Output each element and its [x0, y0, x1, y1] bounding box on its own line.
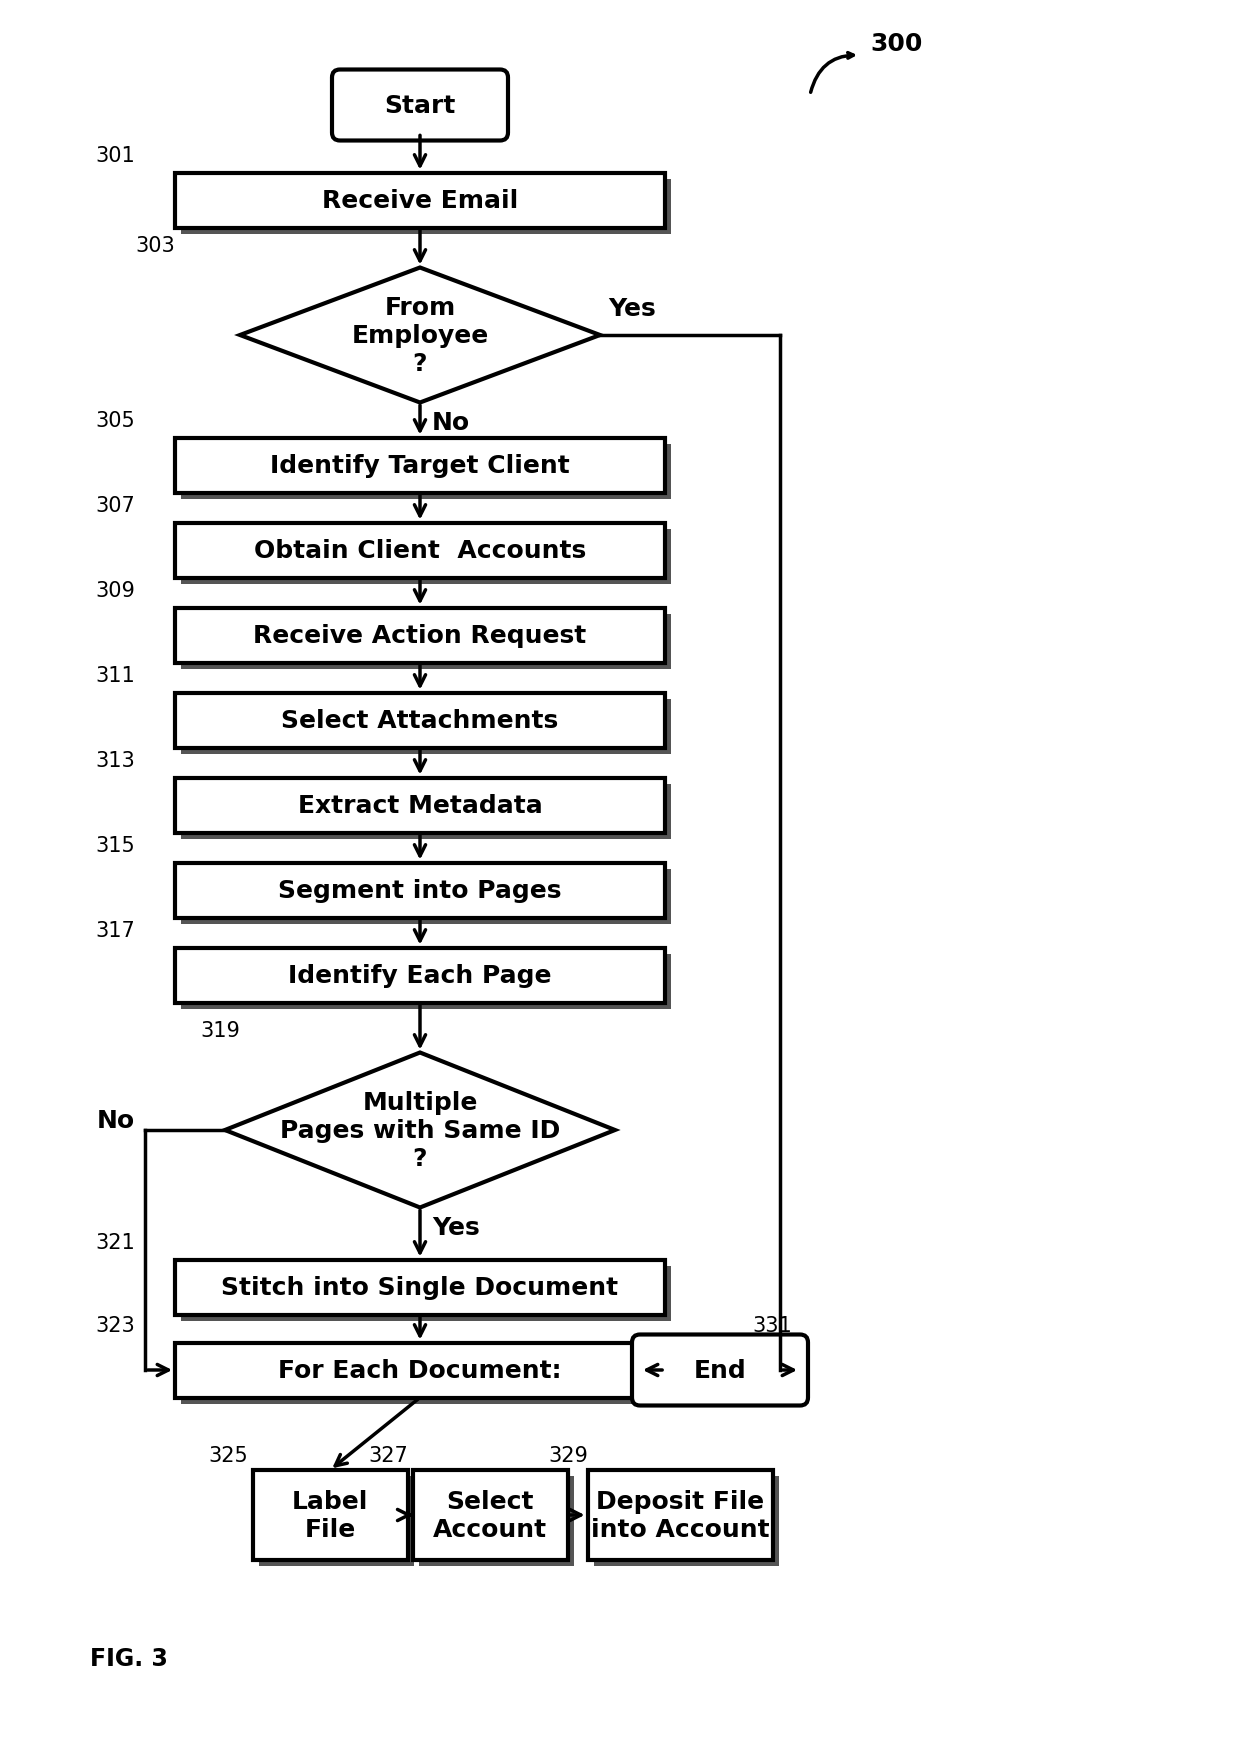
FancyBboxPatch shape — [181, 530, 671, 584]
Text: Receive Email: Receive Email — [322, 190, 518, 212]
FancyBboxPatch shape — [588, 1471, 773, 1560]
FancyBboxPatch shape — [181, 698, 671, 755]
Text: 313: 313 — [95, 751, 135, 770]
Text: 327: 327 — [368, 1444, 408, 1465]
FancyBboxPatch shape — [181, 444, 671, 498]
FancyBboxPatch shape — [181, 1350, 671, 1404]
Text: 323: 323 — [95, 1314, 135, 1336]
FancyBboxPatch shape — [413, 1471, 568, 1560]
Polygon shape — [224, 1053, 615, 1207]
Text: Yes: Yes — [432, 1216, 480, 1239]
Text: From
Employee
?: From Employee ? — [351, 297, 489, 376]
Text: Extract Metadata: Extract Metadata — [298, 793, 542, 818]
Text: Select
Account: Select Account — [433, 1490, 547, 1541]
Text: Identify Each Page: Identify Each Page — [288, 963, 552, 988]
Text: Yes: Yes — [608, 297, 656, 321]
Text: 331: 331 — [753, 1314, 792, 1336]
FancyBboxPatch shape — [175, 439, 665, 493]
Text: 319: 319 — [200, 1020, 241, 1041]
FancyBboxPatch shape — [175, 863, 665, 918]
FancyBboxPatch shape — [181, 614, 671, 669]
FancyBboxPatch shape — [332, 70, 508, 142]
Text: 321: 321 — [95, 1232, 135, 1253]
Text: Label
File: Label File — [291, 1490, 368, 1541]
Text: 305: 305 — [95, 411, 135, 430]
Text: 329: 329 — [548, 1444, 588, 1465]
FancyBboxPatch shape — [181, 955, 671, 1009]
Text: For Each Document:: For Each Document: — [278, 1358, 562, 1383]
Text: Identify Target Client: Identify Target Client — [270, 455, 570, 477]
FancyBboxPatch shape — [258, 1476, 413, 1565]
Text: FIG. 3: FIG. 3 — [91, 1646, 167, 1671]
Text: 317: 317 — [95, 920, 135, 941]
FancyBboxPatch shape — [175, 693, 665, 748]
Text: 315: 315 — [95, 835, 135, 855]
FancyBboxPatch shape — [175, 777, 665, 834]
Text: Receive Action Request: Receive Action Request — [253, 623, 587, 648]
FancyBboxPatch shape — [175, 1343, 665, 1397]
Text: Select Attachments: Select Attachments — [281, 709, 559, 732]
Polygon shape — [241, 269, 600, 404]
FancyBboxPatch shape — [181, 869, 671, 923]
FancyBboxPatch shape — [181, 179, 671, 235]
Text: No: No — [432, 411, 470, 435]
Text: 301: 301 — [95, 146, 135, 167]
FancyBboxPatch shape — [181, 784, 671, 839]
FancyBboxPatch shape — [253, 1471, 408, 1560]
Text: 303: 303 — [135, 235, 175, 256]
Text: End: End — [693, 1358, 746, 1383]
FancyBboxPatch shape — [175, 948, 665, 1002]
FancyBboxPatch shape — [175, 609, 665, 663]
Text: No: No — [97, 1109, 135, 1132]
Text: Segment into Pages: Segment into Pages — [278, 879, 562, 902]
Text: 325: 325 — [208, 1444, 248, 1465]
Text: 300: 300 — [870, 32, 923, 56]
Text: 311: 311 — [95, 665, 135, 686]
Text: Obtain Client  Accounts: Obtain Client Accounts — [254, 539, 587, 563]
Text: Stitch into Single Document: Stitch into Single Document — [222, 1276, 619, 1299]
Text: Multiple
Pages with Same ID
?: Multiple Pages with Same ID ? — [280, 1090, 560, 1171]
FancyBboxPatch shape — [175, 1260, 665, 1314]
FancyBboxPatch shape — [175, 523, 665, 577]
FancyBboxPatch shape — [175, 174, 665, 228]
Text: 309: 309 — [95, 581, 135, 600]
Text: Deposit File
into Account: Deposit File into Account — [590, 1490, 769, 1541]
FancyBboxPatch shape — [594, 1476, 779, 1565]
FancyBboxPatch shape — [181, 1265, 671, 1322]
FancyBboxPatch shape — [632, 1336, 808, 1406]
Text: 307: 307 — [95, 495, 135, 516]
Text: Start: Start — [384, 95, 455, 118]
FancyBboxPatch shape — [419, 1476, 573, 1565]
